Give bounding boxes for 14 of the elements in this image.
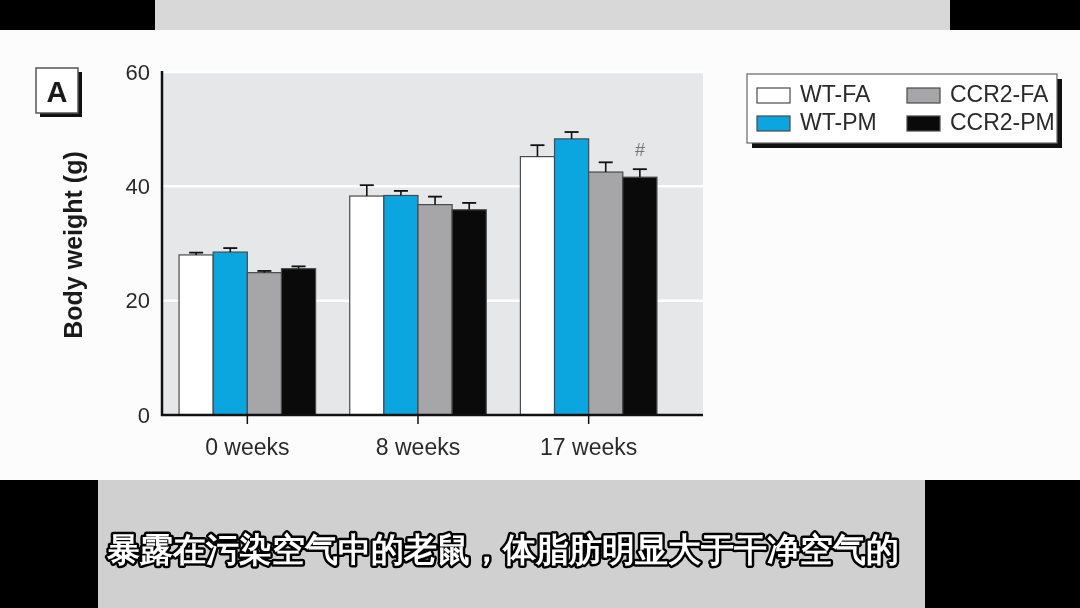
legend-label: CCR2-PM	[950, 109, 1055, 135]
y-tick-label: 0	[137, 402, 150, 428]
legend-label: CCR2-FA	[950, 81, 1050, 107]
y-tick-label: 20	[125, 288, 150, 314]
y-tick-label: 60	[125, 59, 150, 85]
x-tick-label: 17 weeks	[540, 434, 638, 460]
y-axis-title: Body weight (g)	[59, 151, 87, 339]
legend-label: WT-FA	[800, 81, 871, 107]
y-tick-label: 40	[125, 173, 150, 199]
legend-label: WT-PM	[800, 109, 877, 135]
text: 暴露在污染空气中的老鼠，体脂肪明显大于干净空气的	[106, 531, 899, 568]
x-tick-label: 0 weeks	[205, 434, 290, 460]
x-tick-label: 8 weeks	[375, 434, 461, 460]
annotation: #	[634, 140, 646, 161]
